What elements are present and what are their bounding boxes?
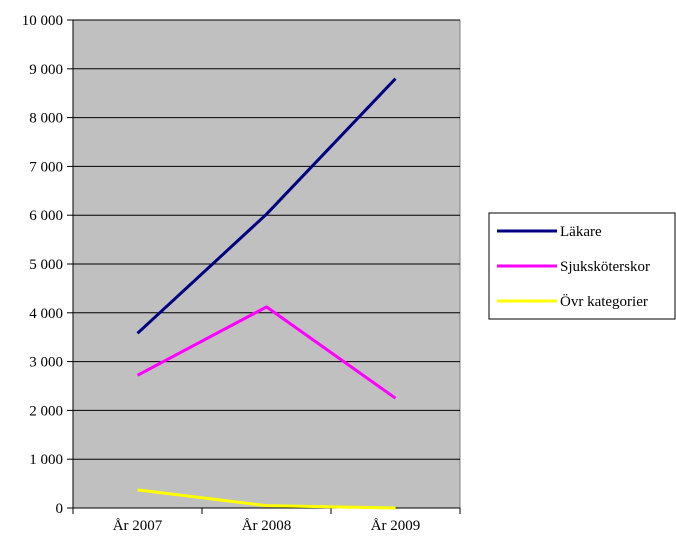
y-tick-label: 7 000 (29, 159, 63, 175)
legend-label: Övr kategorier (560, 293, 648, 310)
series-line-1 (136, 77, 397, 335)
legend: Läkare Sjuksköterskor Övr kategorier (488, 212, 676, 320)
y-tick-label: 3 000 (29, 355, 63, 371)
gridlines (73, 19, 460, 460)
y-tick-label: 9 000 (29, 62, 63, 78)
y-tick-label: 2 000 (29, 403, 63, 419)
legend-label: Sjuksköterskor (560, 259, 650, 275)
y-tick-label: 10 000 (22, 13, 63, 29)
y-tick-label: 4 000 (29, 306, 63, 322)
series-line-2 (136, 305, 397, 400)
x-tick-label: År 2009 (371, 518, 421, 534)
y-tick-label: 1 000 (29, 452, 63, 468)
series-line-3 (137, 488, 396, 510)
y-tick-label: 6 000 (29, 208, 63, 224)
x-axis-ticks: År 2007 År 2008 År 2009 (72, 508, 461, 534)
y-tick-label: 5 000 (29, 257, 63, 273)
y-tick-label: 0 (56, 501, 64, 517)
y-tick-label: 8 000 (29, 111, 63, 127)
x-tick-label: År 2007 (113, 518, 163, 534)
x-tick-label: År 2008 (242, 518, 292, 534)
y-axis-ticks: 0 1 000 2 000 3 000 4 000 5 000 6 000 7 000 8 00… (22, 13, 73, 517)
legend-label: Läkare (560, 224, 602, 240)
series-lines (136, 77, 397, 510)
